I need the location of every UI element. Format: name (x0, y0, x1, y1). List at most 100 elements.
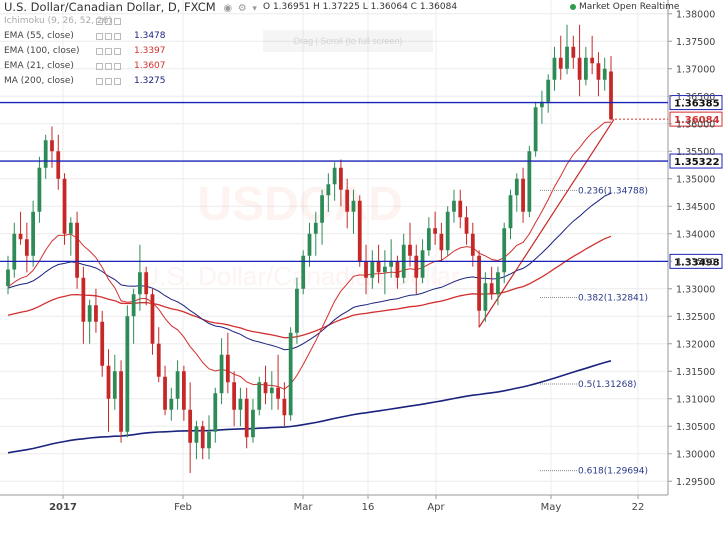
x-tick-label: Feb (174, 502, 192, 513)
candle-body (571, 46, 576, 58)
fib-level-label: 0.5(1.31268) (578, 380, 637, 390)
candle-body (295, 288, 299, 333)
level-label: 1.36385 (674, 99, 720, 110)
candle-body (433, 228, 438, 234)
legend-label: MA (200, close) (4, 76, 74, 86)
y-tick-label: 1.31000 (676, 394, 715, 405)
close-icon[interactable] (114, 63, 121, 70)
candle-body (395, 261, 400, 278)
legend-row[interactable]: EMA (55, close) 1.3478 (4, 31, 166, 46)
close-icon[interactable] (114, 78, 121, 85)
candle-body (552, 57, 557, 80)
visibility-icon[interactable] (96, 63, 103, 70)
y-tick-label: 1.36000 (676, 119, 715, 130)
candle-body (332, 167, 337, 185)
legend-settings-icons[interactable] (96, 63, 130, 72)
legend-row[interactable]: EMA (21, close) 1.3607 (4, 61, 166, 76)
candle-body (257, 382, 262, 410)
settings-icon[interactable] (105, 63, 112, 70)
candle-body (609, 71, 613, 120)
x-tick-label: Mar (294, 502, 314, 513)
candle-body (508, 195, 513, 229)
y-tick-label: 1.35500 (676, 147, 715, 158)
candle-body (238, 398, 243, 410)
status-dot-icon (570, 3, 576, 10)
candle-body (301, 255, 306, 289)
candle-body (408, 244, 412, 256)
visibility-icon[interactable] (96, 18, 103, 25)
candle-body (68, 222, 73, 234)
watermark-symbol: USDCAD (197, 178, 402, 231)
close-icon[interactable] (114, 33, 121, 40)
level-label: 1.35322 (674, 157, 720, 168)
candle-body (540, 101, 544, 108)
x-tick-label: May (541, 502, 562, 513)
candle-body (502, 228, 507, 273)
legend-settings-icons[interactable] (96, 18, 130, 27)
candle-body (602, 68, 607, 80)
close-icon[interactable] (114, 18, 121, 25)
ema-21-line (7, 121, 612, 390)
legend-label: EMA (100, close) (4, 46, 80, 56)
legend-settings-icons[interactable] (96, 48, 130, 57)
y-tick-label: 1.36500 (676, 92, 715, 103)
legend-label: EMA (55, close) (4, 31, 74, 41)
visibility-icon[interactable] (96, 33, 103, 40)
candle-body (282, 398, 287, 416)
close-icon[interactable] (114, 48, 121, 55)
candle-body (426, 228, 431, 251)
candle-body (414, 255, 419, 278)
legend-row[interactable]: MA (200, close) 1.3275 (4, 76, 166, 91)
fib-level-label: 0.618(1.29694) (578, 467, 648, 477)
candle-body (376, 261, 381, 273)
candle-body (87, 305, 92, 322)
candle-body (458, 200, 463, 218)
watermark-name: U.S. Dollar/Canadian Dollar (140, 261, 460, 291)
legend-row[interactable]: Ichimoku (9, 26, 52, 26) (4, 16, 121, 31)
candle-body (6, 269, 10, 286)
settings-icon[interactable] (105, 18, 112, 25)
legend-row[interactable]: EMA (100, close) 1.3397 (4, 46, 166, 61)
candle-body (596, 63, 601, 80)
candle-body (125, 316, 130, 432)
visibility-icon[interactable] (96, 78, 103, 85)
candle-body (263, 382, 268, 394)
symbol-title[interactable]: U.S. Dollar/Canadian Dollar, D, FXCM (4, 0, 216, 14)
candle-body (156, 343, 161, 377)
candle-body (94, 305, 98, 322)
candle-body (207, 431, 211, 449)
y-tick-label: 1.37000 (676, 64, 715, 75)
eye-icon[interactable]: ◉ (223, 3, 233, 14)
y-tick-label: 1.33000 (676, 284, 715, 295)
candle-body (163, 376, 167, 410)
settings-icon[interactable]: ⚙ (237, 3, 247, 14)
chart-title-row: U.S. Dollar/Canadian Dollar, D, FXCM ◉ ⚙… (4, 0, 257, 18)
candle-body (558, 57, 563, 69)
legend-value: 1.3478 (134, 31, 166, 41)
settings-icon[interactable] (105, 48, 112, 55)
legend-settings-icons[interactable] (96, 78, 130, 87)
last-price-label: 1.36084 (674, 115, 720, 126)
level-label-box (669, 153, 723, 169)
settings-icon[interactable] (105, 33, 112, 40)
x-tick-label: 22 (632, 502, 645, 513)
candle-body (100, 321, 105, 366)
candle-body (420, 250, 425, 278)
candle-body (483, 283, 488, 311)
candle-body (307, 233, 312, 256)
settings-icon[interactable] (105, 78, 112, 85)
visibility-icon[interactable] (96, 48, 103, 55)
candle-body (244, 398, 249, 438)
legend-settings-icons[interactable] (96, 33, 130, 42)
candle-body (351, 200, 356, 212)
x-tick-label: 16 (362, 502, 375, 513)
y-tick-label: 1.34000 (676, 229, 715, 240)
fib-level-label: 0.382(1.32841) (578, 293, 648, 303)
candle-body (62, 178, 67, 234)
candle-body (144, 272, 149, 295)
candle-body (200, 426, 205, 449)
chevron-down-icon[interactable]: ▾ (252, 4, 257, 14)
candle-body (470, 233, 475, 256)
